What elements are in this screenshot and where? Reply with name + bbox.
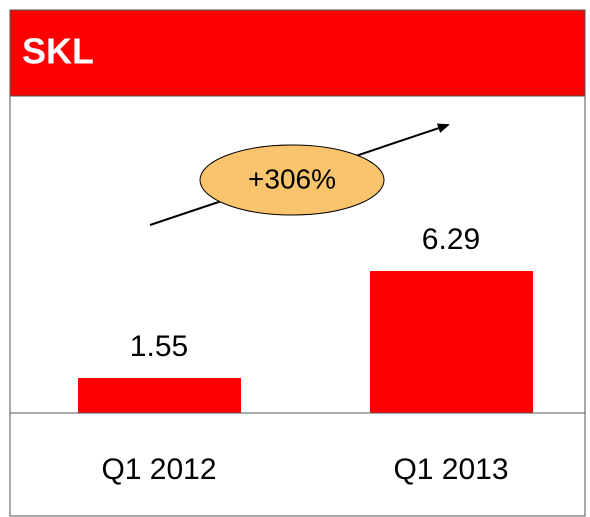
chart-title: SKL	[22, 31, 94, 72]
x-tick-label: Q1 2013	[393, 453, 508, 486]
bar	[78, 378, 241, 413]
x-tick-label: Q1 2012	[101, 453, 216, 486]
annotation-bubble	[199, 144, 385, 216]
annotation: +306%	[248, 163, 336, 194]
bar	[370, 271, 533, 413]
value-label: 6.29	[422, 223, 480, 256]
header	[9, 9, 586, 97]
value-label: 1.55	[130, 330, 188, 363]
